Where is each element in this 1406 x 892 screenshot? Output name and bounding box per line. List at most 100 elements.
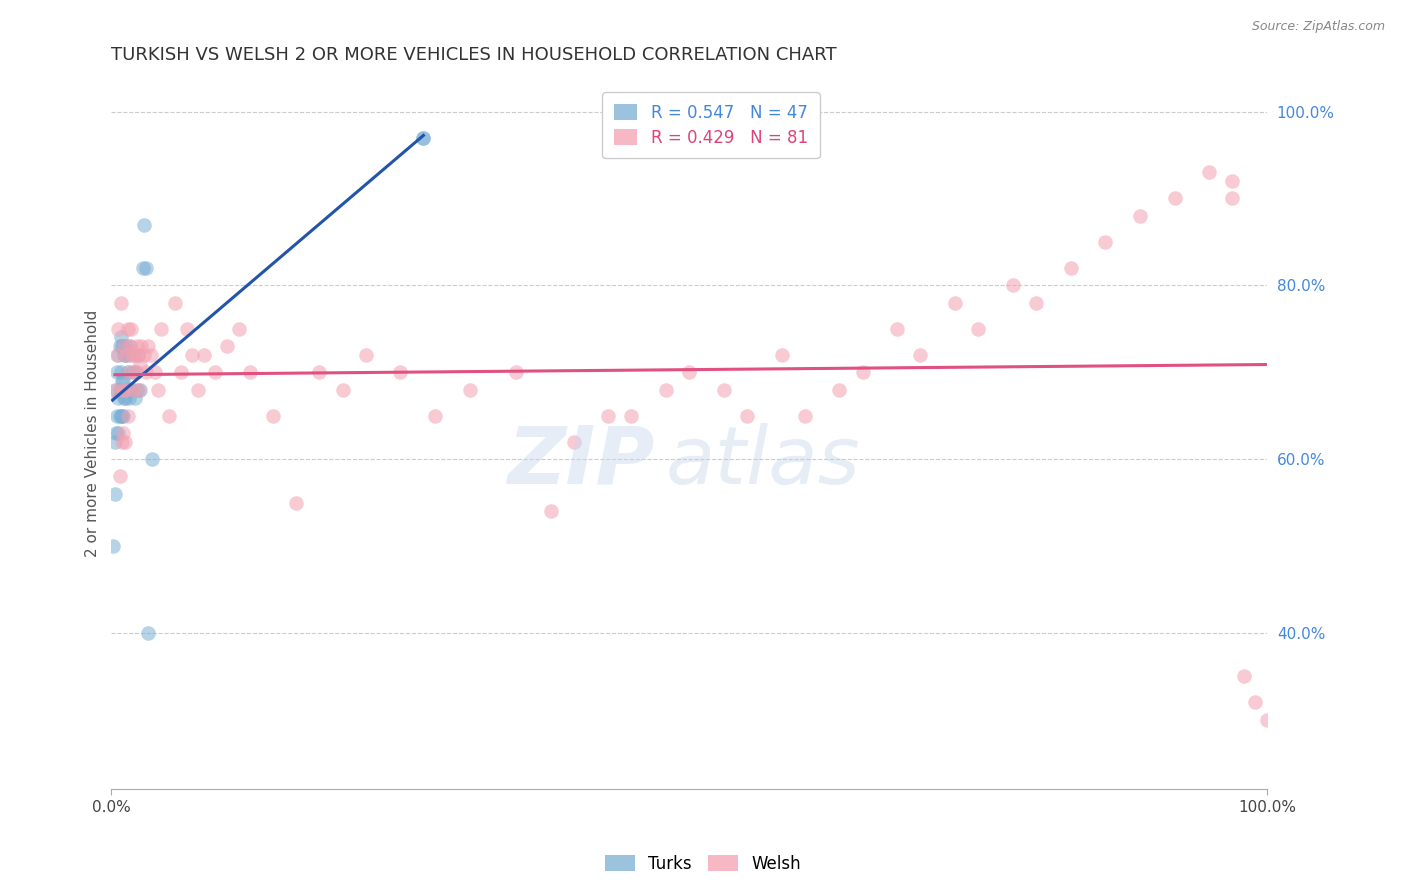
Y-axis label: 2 or more Vehicles in Household: 2 or more Vehicles in Household [86, 310, 100, 557]
Point [851, 365, 873, 379]
Point [828, 383, 851, 397]
Point [114, 383, 136, 397]
Point [163, 295, 186, 310]
Point [1094, 235, 1116, 249]
Point [131, 260, 153, 275]
Point [104, 487, 127, 501]
Point [107, 391, 129, 405]
Text: ZIP: ZIP [508, 423, 655, 500]
Point [125, 383, 148, 397]
Point [1198, 165, 1220, 179]
Point [132, 218, 155, 232]
Point [121, 383, 143, 397]
Point [204, 365, 226, 379]
Text: Source: ZipAtlas.com: Source: ZipAtlas.com [1251, 20, 1385, 33]
Point [735, 409, 758, 423]
Point [105, 365, 128, 379]
Point [117, 365, 139, 379]
Point [111, 339, 134, 353]
Point [111, 374, 134, 388]
Point [458, 383, 481, 397]
Point [127, 348, 149, 362]
Point [114, 348, 136, 362]
Point [110, 409, 132, 423]
Point [104, 383, 127, 397]
Point [124, 391, 146, 405]
Point [107, 348, 129, 362]
Point [129, 357, 152, 371]
Point [176, 322, 198, 336]
Point [1222, 174, 1244, 188]
Point [125, 365, 148, 379]
Point [412, 130, 434, 145]
Point [111, 374, 134, 388]
Point [101, 539, 124, 553]
Point [943, 295, 966, 310]
Point [423, 409, 446, 423]
Point [389, 365, 412, 379]
Point [131, 339, 153, 353]
Point [112, 348, 135, 362]
Point [115, 348, 138, 362]
Point [886, 322, 908, 336]
Point [107, 322, 129, 336]
Point [308, 365, 330, 379]
Point [562, 434, 585, 449]
Point [117, 409, 139, 423]
Point [129, 383, 152, 397]
Point [187, 383, 209, 397]
Point [110, 330, 132, 344]
Point [1059, 260, 1081, 275]
Point [1025, 295, 1047, 310]
Point [118, 339, 141, 353]
Point [111, 409, 134, 423]
Point [150, 322, 173, 336]
Point [146, 383, 169, 397]
Point [111, 434, 134, 449]
Point [115, 339, 138, 353]
Point [118, 383, 141, 397]
Point [127, 348, 149, 362]
Point [1244, 695, 1267, 709]
Point [239, 365, 262, 379]
Point [132, 348, 155, 362]
Point [412, 130, 434, 145]
Point [262, 409, 284, 423]
Point [120, 322, 142, 336]
Point [138, 625, 160, 640]
Point [1001, 278, 1024, 293]
Point [215, 339, 238, 353]
Point [111, 425, 134, 440]
Point [128, 383, 150, 397]
Point [967, 322, 990, 336]
Point [111, 339, 134, 353]
Text: TURKISH VS WELSH 2 OR MORE VEHICLES IN HOUSEHOLD CORRELATION CHART: TURKISH VS WELSH 2 OR MORE VEHICLES IN H… [111, 46, 837, 64]
Point [108, 409, 131, 423]
Point [110, 365, 132, 379]
Point [107, 425, 129, 440]
Point [114, 391, 136, 405]
Point [713, 383, 735, 397]
Point [105, 348, 128, 362]
Point [228, 322, 250, 336]
Point [505, 365, 527, 379]
Point [118, 365, 141, 379]
Point [793, 409, 815, 423]
Point [598, 409, 620, 423]
Point [118, 339, 141, 353]
Point [124, 348, 146, 362]
Point [105, 425, 128, 440]
Point [125, 339, 148, 353]
Point [332, 383, 354, 397]
Point [122, 383, 145, 397]
Point [354, 348, 377, 362]
Point [108, 469, 131, 483]
Point [135, 260, 157, 275]
Point [1256, 713, 1278, 727]
Point [655, 383, 678, 397]
Point [114, 434, 136, 449]
Point [1129, 209, 1152, 223]
Point [170, 365, 193, 379]
Point [115, 383, 138, 397]
Point [285, 495, 308, 509]
